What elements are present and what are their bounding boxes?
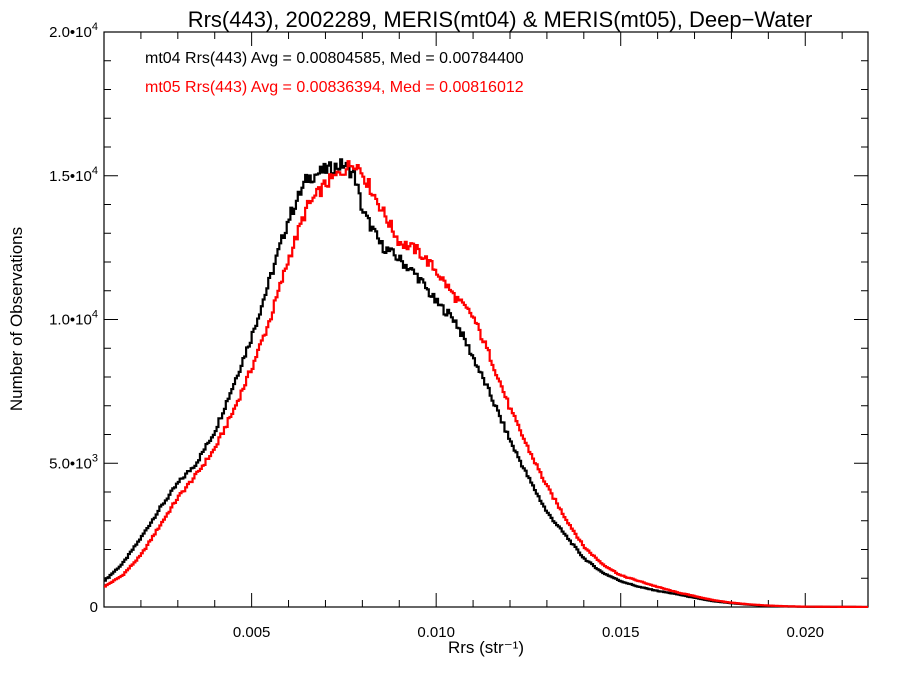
x-tick-label: 0.015 — [602, 624, 640, 641]
annotation-mt04: mt04 Rrs(443) Avg = 0.00804585, Med = 0.… — [145, 50, 524, 67]
y-tick-label: 1.5•104 — [49, 165, 98, 185]
y-tick-label: 0 — [90, 599, 98, 616]
y-tick-label: 5.0•103 — [49, 452, 98, 472]
series-line-mt05 — [104, 160, 868, 609]
axis-tick-labels: 0.005 0.010 0.015 0.020 0 5.0•103 1.0•104 1.5•1… — [49, 21, 824, 641]
axis-ticks — [103, 31, 868, 608]
y-tick-label: 2.0•104 — [49, 21, 98, 41]
annotation-mt05: mt05 Rrs(443) Avg = 0.00836394, Med = 0.… — [145, 79, 524, 96]
y-tick-label: 1.0•104 — [49, 309, 98, 329]
x-tick-label: 0.005 — [233, 624, 271, 641]
chart-title: Rrs(443), 2002289, MERIS(mt04) & MERIS(m… — [188, 7, 813, 32]
series-line-mt04 — [104, 158, 868, 609]
x-tick-label: 0.020 — [786, 624, 824, 641]
y-axis-label: Number of Observations — [7, 227, 26, 411]
x-tick-label: 0.010 — [417, 624, 455, 641]
plot-frame — [103, 31, 869, 608]
x-axis-label: Rrs (str⁻¹) — [448, 638, 524, 657]
series-layer — [104, 158, 868, 609]
